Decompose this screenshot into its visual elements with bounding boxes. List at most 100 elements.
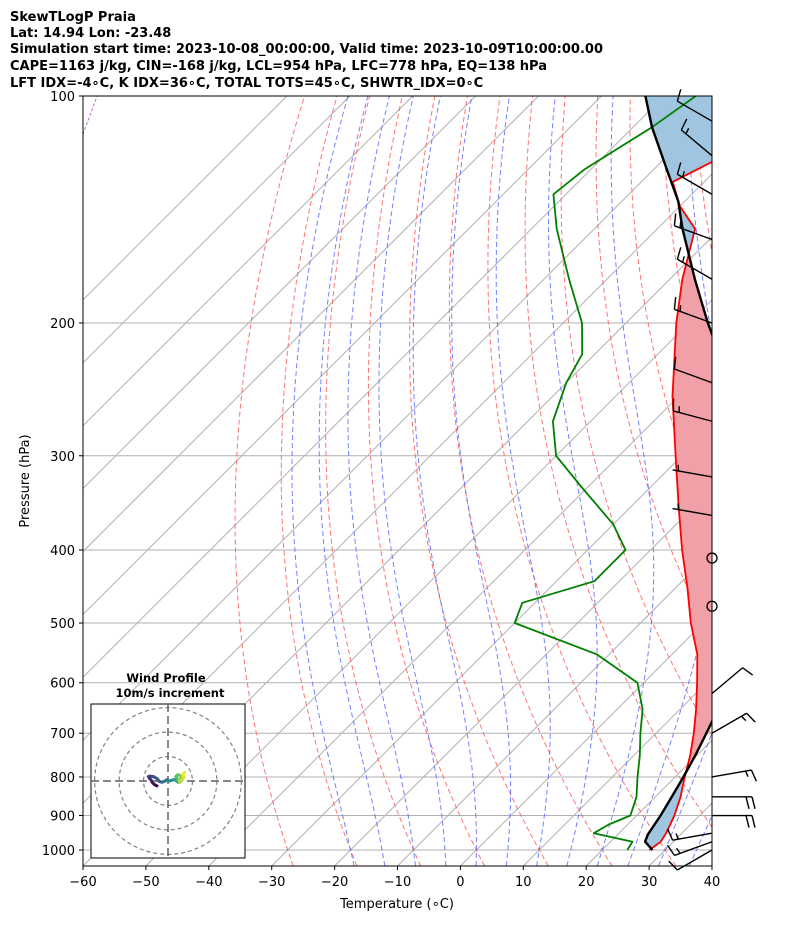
isotherm: [83, 96, 414, 427]
wind-barb: [672, 503, 713, 517]
barb-full: [673, 356, 677, 370]
barb-staff: [674, 368, 713, 384]
dry-adiabat: [448, 96, 613, 866]
isotherm: [775, 96, 794, 866]
barb-full: [676, 89, 682, 102]
moist-adiabat: [451, 96, 512, 866]
isotherm: [83, 96, 539, 553]
wind-barb: [711, 769, 758, 782]
title-line-coordinates: Lat: 14.94 Lon: -23.48: [10, 26, 171, 41]
wind-barb: [711, 667, 754, 695]
hodograph-inset: Wind Profile 10m/s increment: [90, 671, 246, 859]
y-tick-label: 500: [50, 617, 75, 632]
skewed-isotherms: [83, 96, 794, 866]
x-tick-label: 20: [578, 875, 595, 890]
isotherm: [83, 110, 712, 741]
x-axis-label: Temperature (∘C): [339, 897, 454, 912]
x-tick-label: −20: [321, 875, 348, 890]
barb-staff: [711, 712, 747, 734]
wind-barb: [711, 712, 756, 734]
x-tick-label: −30: [258, 875, 285, 890]
barb-staff: [680, 129, 713, 157]
y-tick-label: 700: [50, 727, 75, 742]
moist-adiabat: [378, 96, 447, 866]
x-tick-label: −60: [69, 875, 96, 890]
barb-staff: [677, 173, 713, 195]
hodograph-segment: [181, 770, 187, 777]
dry-adiabat: [524, 96, 712, 829]
title-line-station: SkewTLogP Praia: [10, 10, 136, 25]
dry-adiabat: [595, 96, 712, 640]
x-tick-label: 10: [515, 875, 532, 890]
barb-half: [675, 833, 680, 840]
chart-title: SkewTLogP Praia Lat: 14.94 Lon: -23.48 S…: [10, 10, 603, 91]
barb-full: [745, 796, 750, 809]
moist-adiabat: [720, 96, 794, 866]
y-tick-label: 900: [50, 810, 75, 825]
parcel-profile: [643, 96, 712, 851]
barb-staff: [672, 832, 713, 841]
wind-barb: [676, 89, 713, 122]
barb-full: [666, 828, 674, 841]
wind-barb: [666, 828, 713, 841]
y-tick-label: 300: [50, 450, 75, 465]
isotherm: [397, 550, 712, 866]
hodograph-title: Wind Profile: [126, 671, 206, 685]
y-tick-label: 400: [50, 544, 75, 559]
wind-barb: [676, 162, 713, 195]
x-tick-label: −10: [384, 875, 411, 890]
moist-adiabat: [495, 96, 551, 866]
isotherm: [83, 96, 602, 616]
barb-full: [676, 247, 682, 260]
y-tick-label: 1000: [42, 844, 75, 859]
y-axis-label: Pressure (hPa): [18, 434, 33, 527]
barb-staff: [677, 100, 713, 122]
isotherm: [460, 613, 712, 866]
barb-full: [746, 712, 756, 723]
barb-full: [750, 769, 758, 782]
barb-full: [680, 118, 688, 131]
barb-staff: [672, 507, 713, 517]
barb-full: [673, 296, 677, 310]
wind-barb: [676, 247, 713, 280]
x-tick-label: 30: [641, 875, 658, 890]
dry-adiabat: [560, 96, 712, 737]
barb-staff: [674, 308, 713, 324]
barb-full: [676, 162, 682, 175]
x-tick-label: 40: [704, 875, 721, 890]
barb-staff: [674, 225, 713, 241]
x-axis-ticks: −60 −50 −40 −30 −20 −10 0 10 20 30 40: [69, 866, 720, 890]
x-tick-label: −50: [132, 875, 159, 890]
wind-barb: [666, 841, 713, 857]
barb-staff: [677, 258, 713, 280]
barb-full: [742, 667, 754, 676]
isotherm: [334, 487, 712, 866]
dewpoint-profile: [513, 96, 697, 851]
dry-adiabat: [761, 96, 794, 866]
isotherm: [83, 96, 288, 301]
moist-adiabat: [658, 731, 712, 866]
dry-adiabat: [280, 96, 358, 866]
barb-half: [740, 715, 747, 722]
dry-adiabat: [487, 96, 677, 866]
x-tick-label: 0: [456, 875, 464, 890]
cape-area: [672, 258, 712, 772]
wind-barb: [672, 464, 713, 478]
barb-staff: [674, 841, 713, 857]
barb-half: [681, 171, 685, 178]
barb-half: [676, 847, 681, 854]
title-line-times: Simulation start time: 2023-10-08_00:00:…: [10, 42, 603, 57]
moist-adiabat: [347, 96, 416, 866]
y-tick-label: 100: [50, 90, 75, 105]
barb-full: [751, 796, 756, 809]
wind-barbs: [666, 89, 758, 871]
dry-adiabat: [234, 96, 305, 866]
dry-adiabat: [409, 96, 549, 866]
barb-full: [666, 844, 675, 856]
barb-half: [744, 770, 749, 777]
isotherm: [208, 362, 712, 866]
barb-half: [679, 221, 682, 228]
isotherm: [83, 96, 665, 679]
title-line-indices: LFT IDX=-4∘C, K IDX=36∘C, TOTAL TOTS=45∘…: [10, 76, 483, 91]
